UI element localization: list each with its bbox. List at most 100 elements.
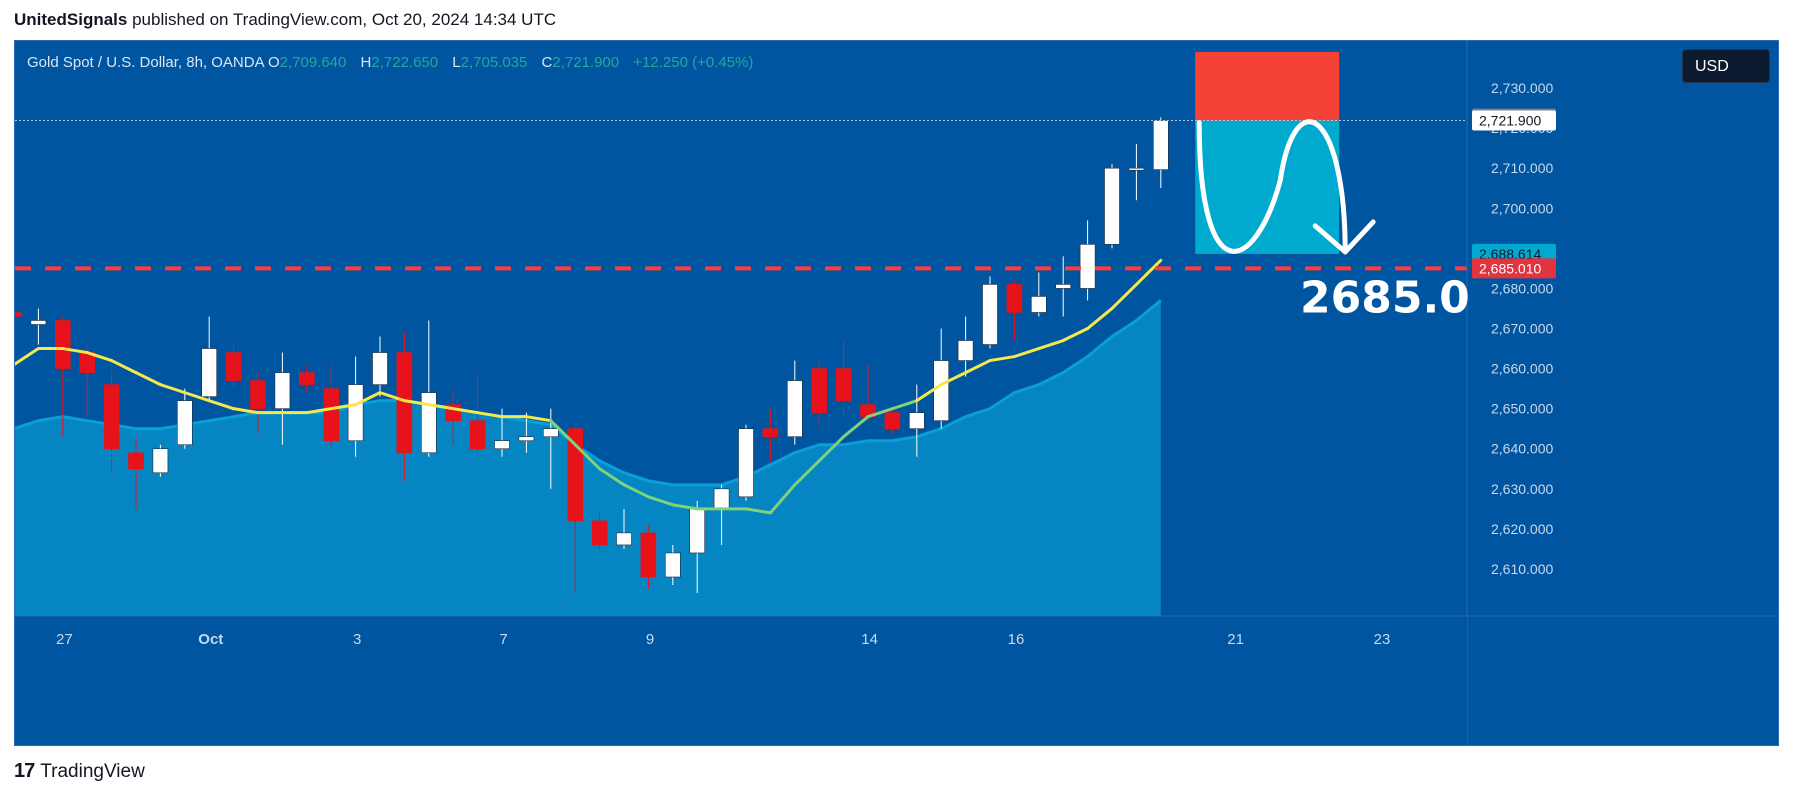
price-tick-label: 2,700.000 <box>1491 200 1553 216</box>
moving-average-segment <box>232 407 260 415</box>
candle <box>591 512 608 549</box>
moving-average-segment <box>793 459 821 487</box>
candle-body-bull <box>957 340 974 361</box>
moving-average-segment <box>1037 339 1065 351</box>
moving-average-segment <box>988 355 1016 363</box>
price-tick-label: 2,710.000 <box>1491 160 1553 176</box>
candle <box>786 360 803 445</box>
moving-average-segment <box>1012 347 1041 359</box>
candle <box>250 372 266 433</box>
brand-name: TradingView <box>40 760 145 782</box>
candle-body-bull <box>152 448 169 474</box>
candle <box>30 308 47 345</box>
candle <box>274 352 291 445</box>
price-axis-bg <box>1467 41 1778 745</box>
time-tick-label: 9 <box>646 631 654 648</box>
candle-body-bull <box>1153 120 1169 170</box>
candle-body-bull <box>664 552 681 578</box>
time-tick-label: 16 <box>1008 631 1025 648</box>
candle-body-bear <box>225 352 242 381</box>
candle-body-bull <box>738 428 754 498</box>
candle-body-bull <box>420 392 437 454</box>
candle-body-bull <box>982 284 998 345</box>
moving-average-segment <box>378 391 406 403</box>
candle <box>762 408 779 461</box>
time-tick-label: 27 <box>56 631 73 648</box>
tradingview-logo-icon: 17 <box>14 760 35 782</box>
candle-body-bull <box>1079 244 1096 289</box>
candle <box>1030 272 1047 317</box>
price-chart[interactable]: 2,610.000 2,620.000 2,630.000 2,640.000 2,65… <box>15 41 1778 745</box>
position-tool-layer[interactable] <box>1195 51 1340 254</box>
candle-body-bear <box>640 532 657 578</box>
price-tick-label: 2,640.000 <box>1491 441 1553 457</box>
moving-average-segment <box>598 467 626 487</box>
price-tick-label: 2,610.000 <box>1491 561 1553 577</box>
moving-average-segment <box>524 415 553 423</box>
publisher-name[interactable]: UnitedSignals <box>14 10 128 29</box>
moving-average-segment <box>1061 327 1090 343</box>
candle <box>201 316 217 401</box>
symbol-description[interactable]: Gold Spot / U.S. Dollar, 8h, OANDA <box>27 54 264 71</box>
currency-button[interactable]: USD <box>1682 49 1770 83</box>
change-value: +12.250 (+0.45%) <box>633 54 754 71</box>
candle <box>177 388 193 449</box>
chart-panel[interactable]: 2,610.000 2,620.000 2,630.000 2,640.000 2,65… <box>14 40 1779 746</box>
curved-arrow-path <box>1196 119 1348 255</box>
candle <box>616 508 632 549</box>
candle-body-bear <box>103 384 120 450</box>
moving-average-segment <box>1134 258 1163 286</box>
time-tick-label: Oct <box>198 631 223 648</box>
moving-average-segment <box>671 503 699 511</box>
moving-average-layer <box>15 258 1163 515</box>
candle-body-bull <box>177 400 193 446</box>
annotation-layer: 2685.0 <box>1196 119 1470 323</box>
candle <box>1006 280 1023 341</box>
price-tick-label: 2,650.000 <box>1491 401 1553 417</box>
candle <box>664 544 681 586</box>
candle-body-bear <box>591 520 608 546</box>
time-tick-label: 23 <box>1374 631 1391 648</box>
candle-body-bull <box>30 320 47 325</box>
tradingview-brand[interactable]: 17 TradingView <box>14 760 145 783</box>
candle <box>323 364 340 449</box>
moving-average-segment <box>476 411 504 419</box>
moving-average-segment <box>549 419 577 447</box>
moving-average-segment <box>744 507 772 515</box>
candle <box>835 340 852 417</box>
area-band-line <box>15 299 1162 487</box>
candle <box>713 484 730 545</box>
candle-body-bull <box>786 380 803 438</box>
candle-body-bear <box>567 428 584 522</box>
moving-average-segment <box>158 383 187 395</box>
price-tick-label: 2,730.000 <box>1491 80 1553 96</box>
candle-body-bull <box>494 440 510 450</box>
publish-datetime: Oct 20, 2024 14:34 UTC <box>371 10 557 29</box>
candle-body-bull <box>1104 167 1120 245</box>
candle <box>1153 117 1169 189</box>
open-label: O <box>267 54 280 71</box>
time-axis-bg <box>15 616 1467 745</box>
moving-average-segment <box>427 403 455 411</box>
candle <box>908 384 925 457</box>
candle-body-bear <box>811 368 828 413</box>
candle-body-bull <box>274 372 291 409</box>
moving-average-segment <box>183 391 211 403</box>
candle-body-bear <box>835 368 852 401</box>
candle-body-bear <box>15 312 22 317</box>
candle <box>54 316 71 437</box>
candle-body-bear <box>298 372 315 385</box>
candle-body-bull <box>201 348 217 397</box>
candle-body-bull <box>347 384 364 442</box>
time-tick-label: 21 <box>1227 631 1244 648</box>
moving-average-segment <box>61 347 89 355</box>
candle-body-bull <box>1055 284 1071 289</box>
moving-average-segment <box>110 359 138 375</box>
moving-average-segment <box>842 415 870 439</box>
candle <box>372 336 388 397</box>
candle <box>1079 220 1096 301</box>
moving-average-segment <box>768 483 797 515</box>
target-price-annotation: 2685.0 <box>1300 272 1470 323</box>
candle-body-bear <box>762 428 779 438</box>
moving-average-segment <box>402 399 431 407</box>
